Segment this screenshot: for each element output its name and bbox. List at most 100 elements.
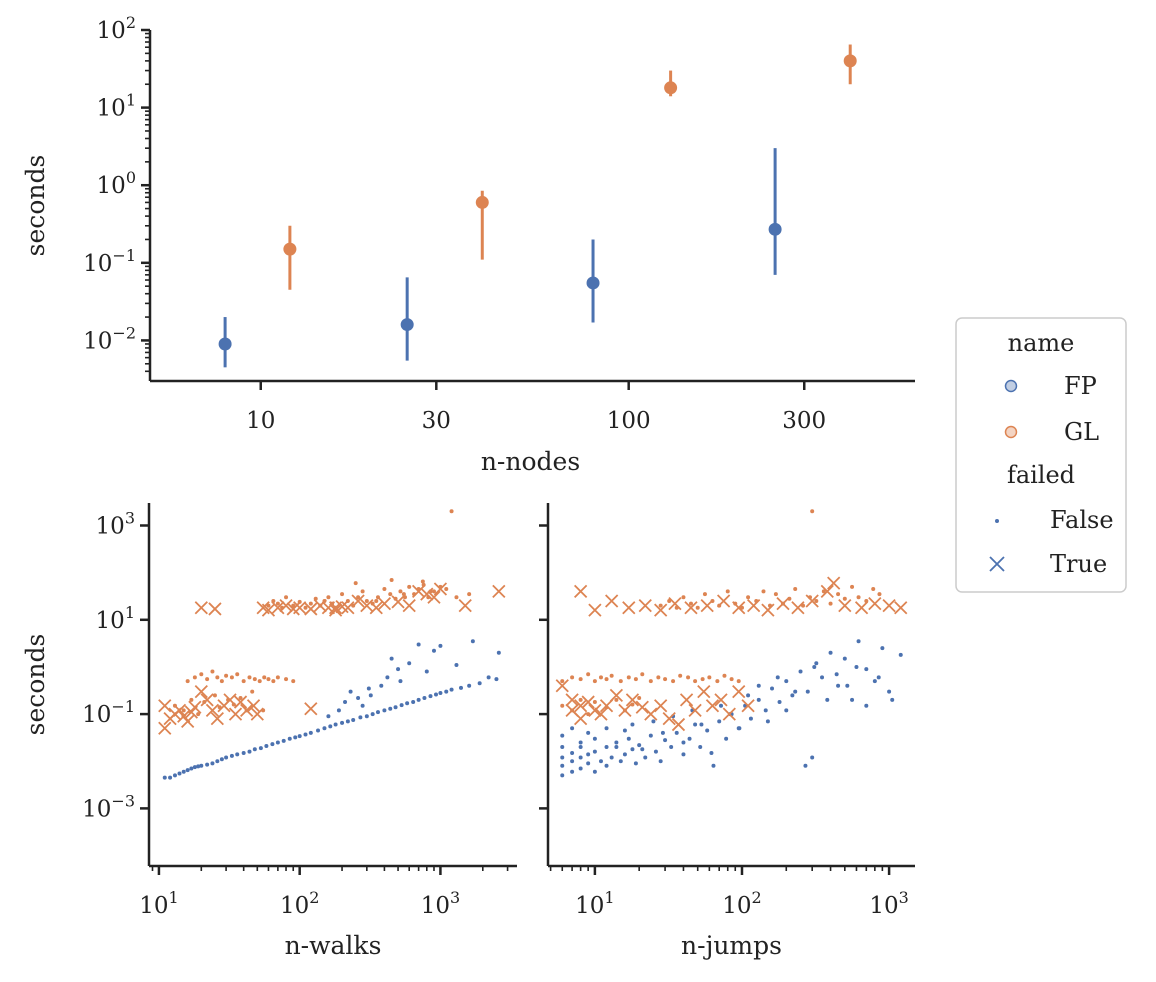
point-gl-failed bbox=[573, 712, 588, 726]
legend: name FP GL failed False True bbox=[955, 317, 1127, 593]
point-fp bbox=[609, 755, 614, 760]
point-fp bbox=[388, 706, 393, 711]
point-fp bbox=[560, 773, 565, 778]
legend-style-title: failed bbox=[1007, 461, 1075, 489]
point-gl bbox=[389, 577, 394, 582]
point-gl-failed bbox=[697, 684, 711, 699]
point-fp bbox=[328, 724, 333, 729]
point-gl bbox=[205, 677, 210, 682]
point-gl bbox=[560, 703, 565, 708]
y-tick-label: 103 bbox=[96, 508, 135, 539]
point-gl bbox=[722, 673, 727, 678]
point-fp bbox=[192, 765, 197, 770]
point-fp bbox=[768, 222, 782, 236]
point-fp bbox=[303, 732, 308, 737]
point-fp bbox=[224, 755, 229, 760]
point-fp bbox=[622, 728, 627, 733]
point-fp bbox=[814, 661, 819, 666]
point-fp bbox=[560, 755, 565, 760]
point-gl bbox=[877, 592, 882, 597]
point-fp bbox=[358, 715, 363, 720]
point-fp bbox=[633, 761, 638, 766]
point-gl bbox=[618, 679, 623, 684]
point-gl bbox=[284, 677, 289, 682]
point-gl-failed bbox=[622, 601, 636, 615]
point-fp bbox=[360, 703, 365, 708]
point-gl bbox=[560, 679, 565, 684]
panel-walks: 10−3 10−1 101 103 101 102 103 n-walks seconds bbox=[21, 503, 517, 960]
point-gl bbox=[271, 679, 276, 684]
point-fp bbox=[578, 740, 583, 745]
y-tick-label: 10−1 bbox=[82, 697, 135, 728]
point-gl bbox=[303, 605, 308, 610]
point-gl-failed bbox=[854, 601, 869, 615]
point-gl-failed bbox=[328, 603, 343, 617]
point-fp bbox=[433, 692, 438, 697]
point-gl bbox=[658, 603, 663, 608]
point-gl bbox=[401, 592, 406, 597]
point-gl-failed bbox=[716, 594, 731, 608]
point-gl-failed bbox=[233, 695, 248, 709]
point-gl-failed bbox=[181, 714, 195, 729]
point-gl bbox=[199, 672, 204, 677]
point-gl bbox=[431, 589, 436, 594]
point-fp bbox=[570, 759, 575, 764]
point-fp bbox=[724, 736, 729, 741]
point-fp bbox=[235, 752, 240, 757]
point-gl-failed bbox=[741, 699, 755, 713]
point-fp bbox=[586, 752, 591, 757]
point-fp bbox=[798, 669, 803, 674]
x-tick-label: 103 bbox=[421, 888, 460, 919]
point-fp bbox=[219, 757, 224, 762]
point-gl-failed bbox=[250, 707, 264, 721]
point-gl bbox=[238, 695, 243, 700]
point-fp bbox=[856, 639, 861, 644]
point-gl bbox=[291, 603, 296, 608]
point-fp bbox=[287, 736, 292, 741]
legend-gl-marker bbox=[1004, 425, 1018, 439]
y-tick-label: 10−2 bbox=[83, 323, 136, 354]
point-fp bbox=[343, 700, 348, 705]
point-fp bbox=[637, 743, 642, 748]
point-gl-failed bbox=[433, 582, 448, 596]
point-fp bbox=[578, 745, 583, 750]
point-fp bbox=[454, 662, 459, 667]
point-fp bbox=[828, 650, 833, 655]
point-fp bbox=[560, 763, 565, 768]
point-gl bbox=[340, 592, 345, 597]
point-gl bbox=[836, 592, 841, 597]
x-axis-label: n-jumps bbox=[681, 931, 782, 960]
point-fp bbox=[784, 708, 789, 713]
x-tick-label: 103 bbox=[869, 888, 908, 919]
point-fp bbox=[850, 697, 855, 702]
point-fp bbox=[592, 736, 597, 741]
point-gl-failed bbox=[304, 602, 318, 616]
point-gl bbox=[693, 679, 698, 684]
point-gl bbox=[686, 675, 691, 680]
point-gl-failed bbox=[205, 703, 220, 717]
point-fp bbox=[405, 701, 410, 706]
point-gl bbox=[773, 592, 778, 597]
point-gl bbox=[702, 592, 707, 597]
point-fp bbox=[681, 740, 686, 745]
point-gl bbox=[656, 675, 661, 680]
point-fp bbox=[368, 693, 373, 698]
point-fp bbox=[185, 768, 190, 773]
point-gl-failed bbox=[271, 601, 285, 615]
point-gl bbox=[308, 601, 313, 606]
point-fp bbox=[709, 750, 714, 755]
point-gl bbox=[247, 675, 252, 680]
point-fp bbox=[258, 746, 263, 751]
point-fp bbox=[496, 650, 501, 655]
point-gl-failed bbox=[722, 707, 736, 721]
point-fp bbox=[640, 747, 645, 752]
point-gl-failed bbox=[293, 601, 307, 615]
point-fp bbox=[196, 764, 201, 769]
point-gl-failed bbox=[228, 707, 243, 721]
point-fp bbox=[669, 745, 674, 750]
point-fp bbox=[719, 703, 724, 708]
point-fp bbox=[630, 722, 635, 727]
point-fp bbox=[834, 672, 839, 677]
point-gl-failed bbox=[313, 598, 327, 613]
point-gl bbox=[196, 712, 201, 717]
